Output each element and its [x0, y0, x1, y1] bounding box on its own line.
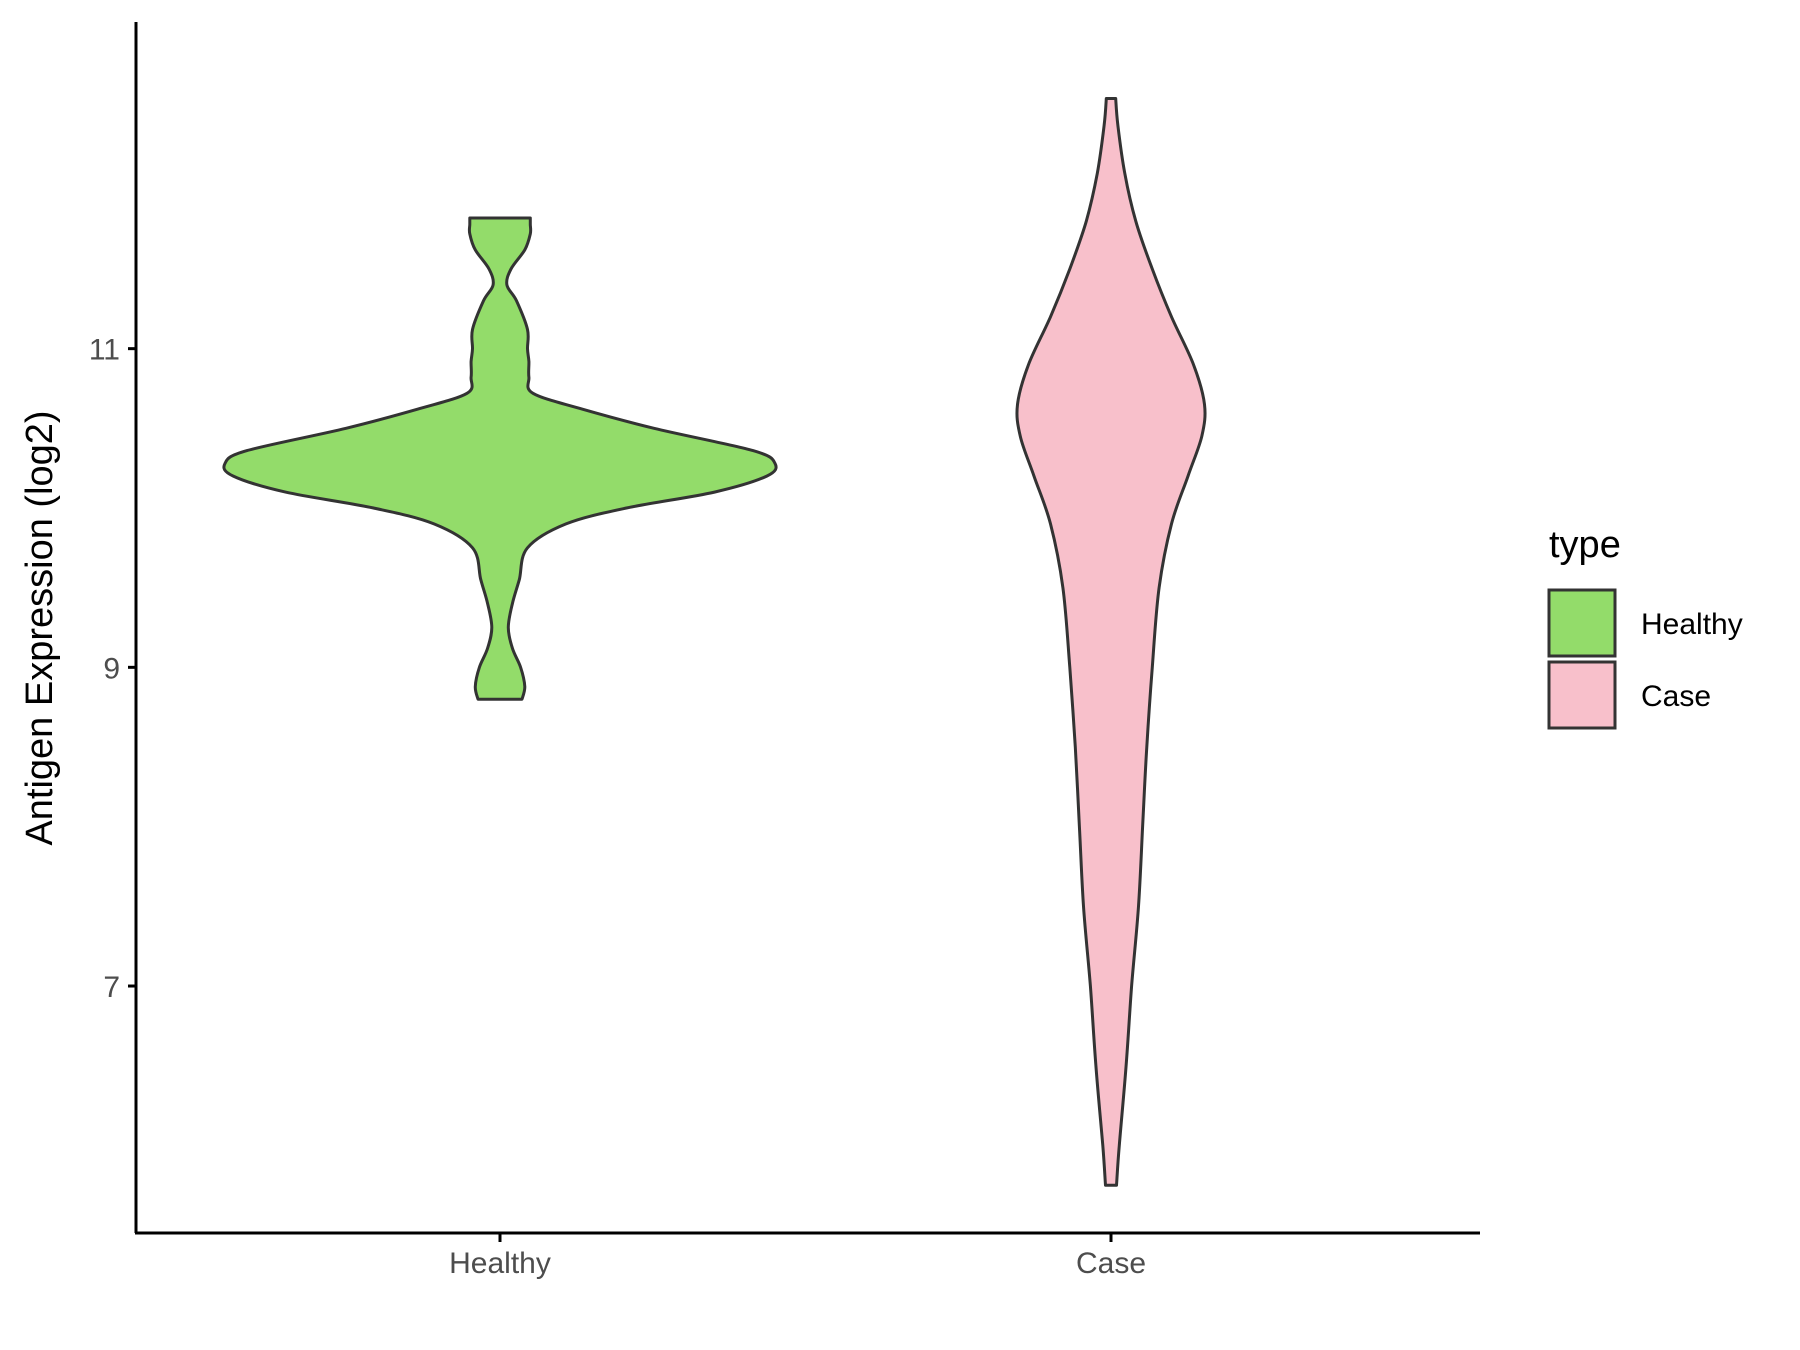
legend-title: type — [1549, 524, 1621, 566]
x-ticks: Healthy Case — [449, 1233, 1146, 1280]
violin-case — [1015, 97, 1207, 1187]
y-tick-label: 7 — [103, 971, 120, 1004]
legend-key-case — [1547, 660, 1617, 730]
legend-label-healthy: Healthy — [1641, 608, 1743, 641]
x-tick-label: Case — [1076, 1247, 1146, 1280]
y-tick-label: 11 — [89, 334, 120, 367]
y-tick-label: 9 — [103, 652, 120, 685]
y-ticks: 7 9 11 — [89, 334, 136, 1004]
violin-healthy — [222, 216, 778, 701]
violins — [222, 97, 1207, 1187]
legend: type Healthy Case — [1547, 524, 1743, 730]
legend-key-healthy — [1547, 588, 1617, 658]
x-tick-label: Healthy — [449, 1247, 551, 1280]
legend-label-case: Case — [1641, 680, 1711, 713]
y-axis-title: Antigen Expression (log2) — [19, 410, 61, 845]
